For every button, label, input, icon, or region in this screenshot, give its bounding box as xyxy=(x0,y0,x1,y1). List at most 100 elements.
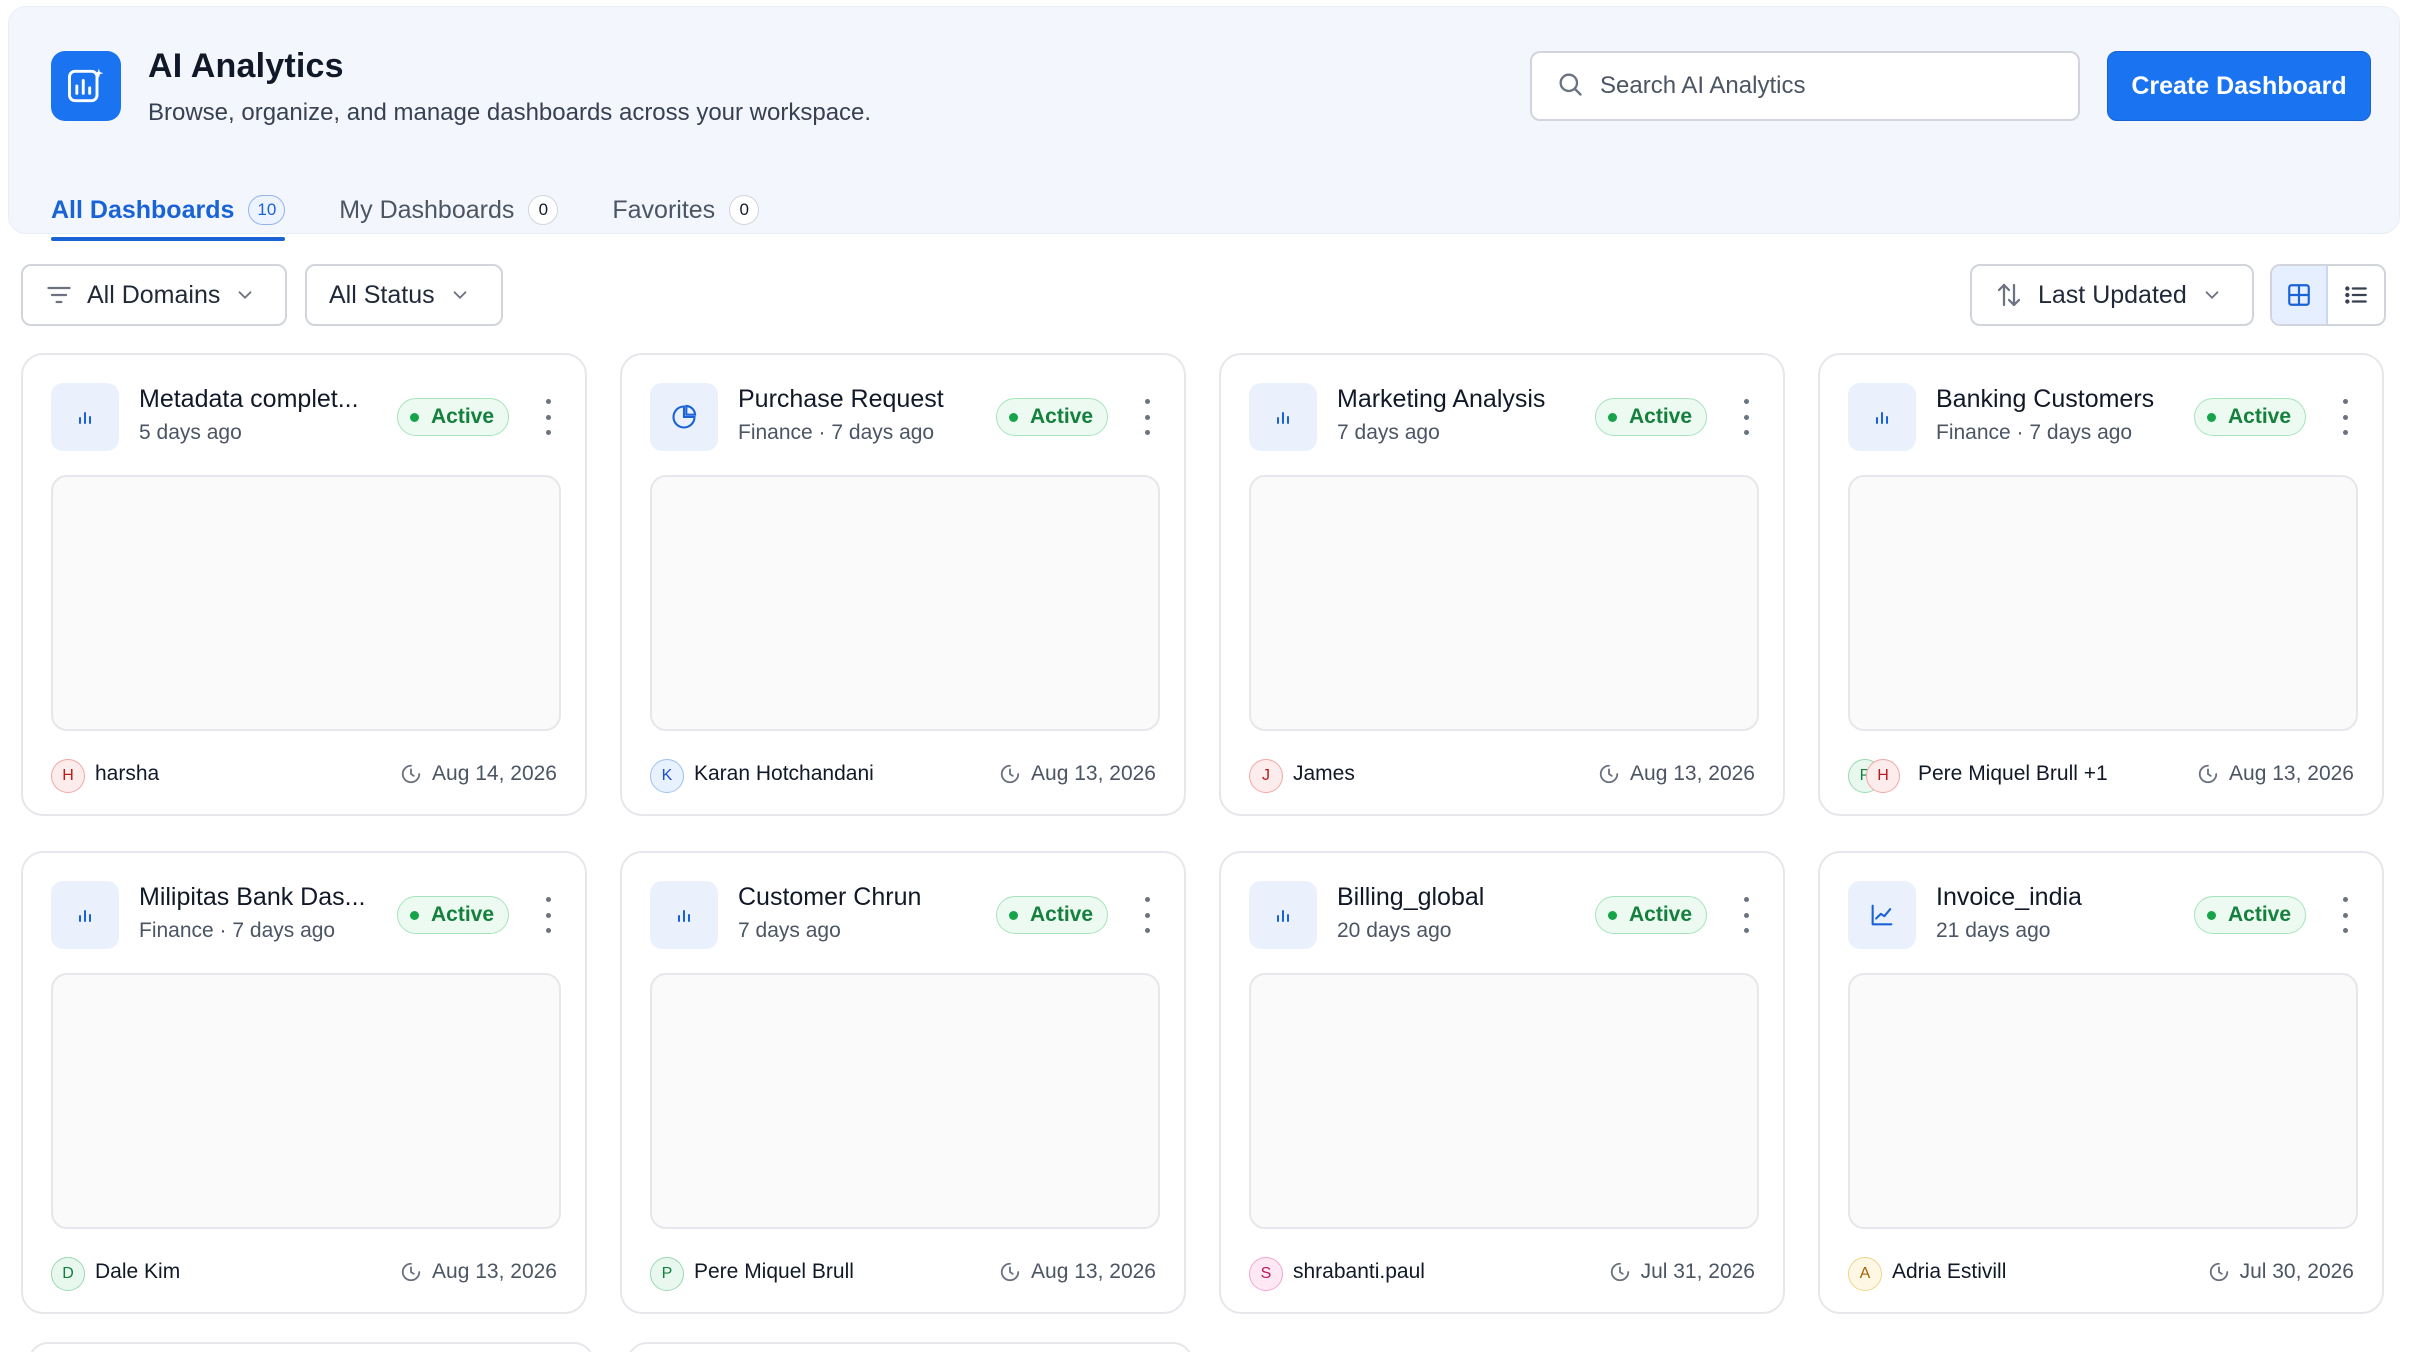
owner-name: Adria Estivill xyxy=(1892,1260,2007,1283)
dashboard-card[interactable]: Banking Customers Finance · 7 days ago A… xyxy=(1818,353,2384,816)
chart-svg xyxy=(53,477,559,729)
dashboard-card[interactable]: Milipitas Bank Das... Finance · 7 days a… xyxy=(21,851,587,1314)
dashboard-card[interactable]: Billing_global 20 days ago Active S shra… xyxy=(1219,851,1785,1314)
search-icon xyxy=(1556,70,1584,103)
more-options-icon[interactable] xyxy=(2340,399,2350,435)
status-label: Active xyxy=(1629,903,1693,926)
status-badge: Active xyxy=(1595,896,1708,934)
grid-icon xyxy=(2286,282,2312,308)
updated-date: Aug 13, 2026 xyxy=(400,1260,557,1284)
chart-preview[interactable] xyxy=(1249,475,1759,731)
tab-my-dashboards[interactable]: My Dashboards 0 xyxy=(339,179,559,241)
card-title[interactable]: Purchase Request xyxy=(738,385,944,413)
chevron-down-icon xyxy=(449,284,471,306)
card-subtitle: 7 days ago xyxy=(738,919,841,942)
chart-svg xyxy=(1251,975,1757,1227)
more-options-icon[interactable] xyxy=(1142,399,1152,435)
list-view-button[interactable] xyxy=(2328,266,2384,324)
bar-chart-icon xyxy=(51,383,119,451)
chart-preview[interactable] xyxy=(1848,475,2358,731)
card-title[interactable]: Banking Customers xyxy=(1936,385,2155,413)
status-dot-icon xyxy=(2207,412,2216,422)
dashboard-card-partial[interactable] xyxy=(28,1342,594,1352)
updated-date: Aug 13, 2026 xyxy=(2197,762,2354,786)
status-dot-icon xyxy=(2207,910,2216,920)
chart-preview[interactable] xyxy=(1848,973,2358,1229)
chart-svg xyxy=(1850,477,2356,729)
bar-chart-icon xyxy=(1249,881,1317,949)
card-title[interactable]: Metadata complet... xyxy=(139,385,359,413)
chart-preview[interactable] xyxy=(650,973,1160,1229)
more-options-icon[interactable] xyxy=(543,897,553,933)
date-label: Aug 13, 2026 xyxy=(432,1260,557,1283)
chart-svg xyxy=(53,975,559,1227)
domains-filter-dropdown[interactable]: All Domains xyxy=(21,264,287,326)
bar-chart-icon xyxy=(650,881,718,949)
owner-name: Pere Miquel Brull xyxy=(694,1260,854,1283)
chart-preview[interactable] xyxy=(51,475,561,731)
bar-chart-icon xyxy=(1249,383,1317,451)
updated-date: Jul 30, 2026 xyxy=(2208,1260,2354,1284)
avatar: D xyxy=(51,1257,85,1291)
chevron-down-icon xyxy=(2201,284,2223,306)
status-label: Active xyxy=(1030,405,1094,428)
status-badge: Active xyxy=(2194,896,2307,934)
dashboard-card-partial[interactable] xyxy=(627,1342,1193,1352)
search-input[interactable] xyxy=(1600,72,2040,100)
status-dot-icon xyxy=(410,412,419,422)
status-label: Active xyxy=(2228,405,2292,428)
view-toggle xyxy=(2270,264,2386,326)
avatar: K xyxy=(650,759,684,793)
dashboard-card[interactable]: Purchase Request Finance · 7 days ago Ac… xyxy=(620,353,1186,816)
filter-icon xyxy=(45,281,73,309)
status-label: Active xyxy=(431,405,495,428)
dashboard-card[interactable]: Invoice_india 21 days ago Active A Adria… xyxy=(1818,851,2384,1314)
updated-date: Aug 13, 2026 xyxy=(1598,762,1755,786)
more-options-icon[interactable] xyxy=(1741,897,1751,933)
grid-view-button[interactable] xyxy=(2272,266,2329,324)
more-options-icon[interactable] xyxy=(1741,399,1751,435)
clock-icon xyxy=(1609,1261,1641,1283)
clock-icon xyxy=(2208,1261,2240,1283)
tab-favorites[interactable]: Favorites 0 xyxy=(612,179,760,241)
status-label: Active xyxy=(1629,405,1693,428)
sort-icon xyxy=(1994,280,2024,310)
card-title[interactable]: Milipitas Bank Das... xyxy=(139,883,366,911)
tab-all-dashboards[interactable]: All Dashboards 10 xyxy=(51,179,286,241)
clock-icon xyxy=(1598,763,1630,785)
card-subtitle: 7 days ago xyxy=(1337,421,1440,444)
chart-preview[interactable] xyxy=(1249,973,1759,1229)
avatar: H xyxy=(51,759,85,793)
status-dot-icon xyxy=(1608,910,1617,920)
page-title: AI Analytics xyxy=(148,47,344,85)
more-options-icon[interactable] xyxy=(1142,897,1152,933)
page-subtitle: Browse, organize, and manage dashboards … xyxy=(148,99,872,126)
tab-count-badge: 0 xyxy=(729,195,760,225)
chart-preview[interactable] xyxy=(51,973,561,1229)
chart-svg xyxy=(1850,975,2356,1227)
dashboard-card[interactable]: Customer Chrun 7 days ago Active P Pere … xyxy=(620,851,1186,1314)
more-options-icon[interactable] xyxy=(543,399,553,435)
updated-date: Aug 13, 2026 xyxy=(999,1260,1156,1284)
search-box[interactable] xyxy=(1530,51,2080,121)
more-options-icon[interactable] xyxy=(2340,897,2350,933)
tab-count-badge: 10 xyxy=(248,195,286,225)
status-dot-icon xyxy=(410,910,419,920)
owner-name: Dale Kim xyxy=(95,1260,181,1283)
card-title[interactable]: Marketing Analysis xyxy=(1337,385,1546,413)
card-title[interactable]: Billing_global xyxy=(1337,883,1485,911)
pie-chart-icon xyxy=(650,383,718,451)
chart-preview[interactable] xyxy=(650,475,1160,731)
status-dot-icon xyxy=(1009,910,1018,920)
create-dashboard-button[interactable]: Create Dashboard xyxy=(2107,51,2371,121)
sort-dropdown[interactable]: Last Updated xyxy=(1970,264,2254,326)
chart-svg xyxy=(652,975,1158,1227)
dashboard-card[interactable]: Metadata complet... 5 days ago Active H … xyxy=(21,353,587,816)
card-title[interactable]: Customer Chrun xyxy=(738,883,922,911)
sort-label: Last Updated xyxy=(2038,280,2187,309)
owner-name: James xyxy=(1293,762,1355,785)
status-filter-dropdown[interactable]: All Status xyxy=(305,264,503,326)
dashboard-card[interactable]: Marketing Analysis 7 days ago Active J J… xyxy=(1219,353,1785,816)
card-title[interactable]: Invoice_india xyxy=(1936,883,2082,911)
updated-date: Aug 14, 2026 xyxy=(400,762,557,786)
